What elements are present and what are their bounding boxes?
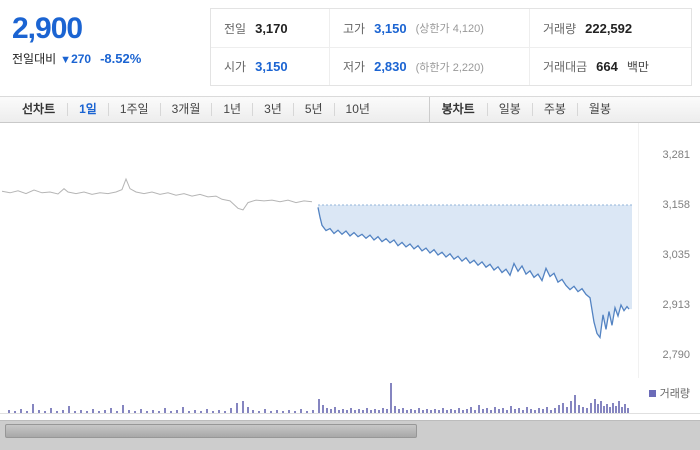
change-label: 전일대비	[12, 52, 57, 66]
current-price: 2,900	[12, 12, 83, 45]
stat-value: 2,830	[374, 59, 407, 74]
tab-1day[interactable]: 1일	[67, 103, 108, 116]
price-chart-plot[interactable]	[0, 123, 640, 378]
stat-label: 거래량	[543, 21, 577, 36]
current-price-block: 2,900 전일대비 ▼270 -8.52%	[12, 13, 141, 67]
stat-extra: (하한가 2,220)	[415, 61, 484, 74]
stat-value: 3,170	[255, 20, 288, 36]
stat-value: 222,592	[585, 20, 633, 36]
stat-extra: 백만	[626, 60, 649, 74]
stat-value: 3,150	[374, 20, 407, 36]
stat-open: 시가 3,150	[211, 47, 329, 85]
y-axis-label: 3,158	[662, 199, 690, 211]
scrollbar-handle[interactable]	[5, 424, 417, 438]
stat-label: 고가	[343, 21, 366, 36]
stat-label: 시가	[224, 60, 247, 74]
stat-trading-value: 거래대금 664 백만	[529, 47, 691, 85]
stat-extra: (상한가 4,120)	[415, 23, 484, 35]
volume-section: 거래량	[0, 378, 700, 414]
stat-label: 저가	[343, 60, 366, 74]
volume-legend-label: 거래량	[659, 388, 690, 400]
change-value: 270	[71, 52, 92, 66]
volume-chart-plot	[8, 383, 629, 413]
change-percent: -8.52%	[100, 51, 142, 66]
down-arrow-icon: ▼	[60, 54, 72, 66]
tab-monthly-candle[interactable]: 월봉	[576, 103, 622, 116]
tab-3months[interactable]: 3개월	[159, 103, 212, 116]
stat-high: 고가 3,150 (상한가 4,120)	[329, 9, 529, 47]
tab-3years[interactable]: 3년	[252, 103, 293, 116]
price-chart-section: 3,281 3,158 3,035 2,913 2,790	[0, 123, 700, 378]
tab-5years[interactable]: 5년	[292, 103, 334, 116]
tab-1year[interactable]: 1년	[211, 103, 252, 116]
change-row: 전일대비 ▼270 -8.52%	[12, 50, 141, 67]
stat-value: 664	[596, 59, 618, 74]
volume-legend-icon	[648, 389, 656, 397]
candle-chart-group: 봉차트 일봉 주봉 월봉	[428, 97, 622, 122]
tab-weekly-candle[interactable]: 주봉	[531, 103, 577, 116]
stats-box: 전일 3,170 고가 3,150 (상한가 4,120) 거래량 222,59…	[210, 8, 692, 86]
line-chart-group: 선차트 1일 1주일 3개월 1년 3년 5년 10년	[0, 97, 381, 122]
chart-scrollbar[interactable]	[0, 420, 700, 450]
y-axis-label: 3,281	[662, 149, 690, 161]
stat-value: 3,150	[255, 59, 288, 74]
chart-period-toolbar: 선차트 1일 1주일 3개월 1년 3년 5년 10년 봉차트 일봉 주봉 월봉	[0, 96, 700, 123]
stat-volume: 거래량 222,592	[529, 9, 691, 47]
volume-legend: 거래량	[648, 385, 690, 401]
tab-daily-candle[interactable]: 일봉	[486, 103, 532, 116]
y-axis-label: 2,790	[662, 349, 690, 361]
stat-label: 거래대금	[543, 60, 588, 74]
stat-prev-close: 전일 3,170	[211, 9, 329, 47]
candle-chart-label: 봉차트	[428, 97, 487, 122]
y-axis-label: 3,035	[662, 249, 690, 261]
tab-1week[interactable]: 1주일	[107, 103, 160, 116]
y-axis-label: 2,913	[662, 299, 690, 311]
stat-label: 전일	[224, 21, 247, 36]
tab-10years[interactable]: 10년	[333, 103, 381, 116]
line-chart-label: 선차트	[22, 102, 56, 116]
stat-low: 저가 2,830 (하한가 2,220)	[329, 47, 529, 85]
price-header: 2,900 전일대비 ▼270 -8.52% 전일 3,170 고가 3,150 (…	[0, 0, 700, 96]
axis-divider	[638, 123, 639, 414]
